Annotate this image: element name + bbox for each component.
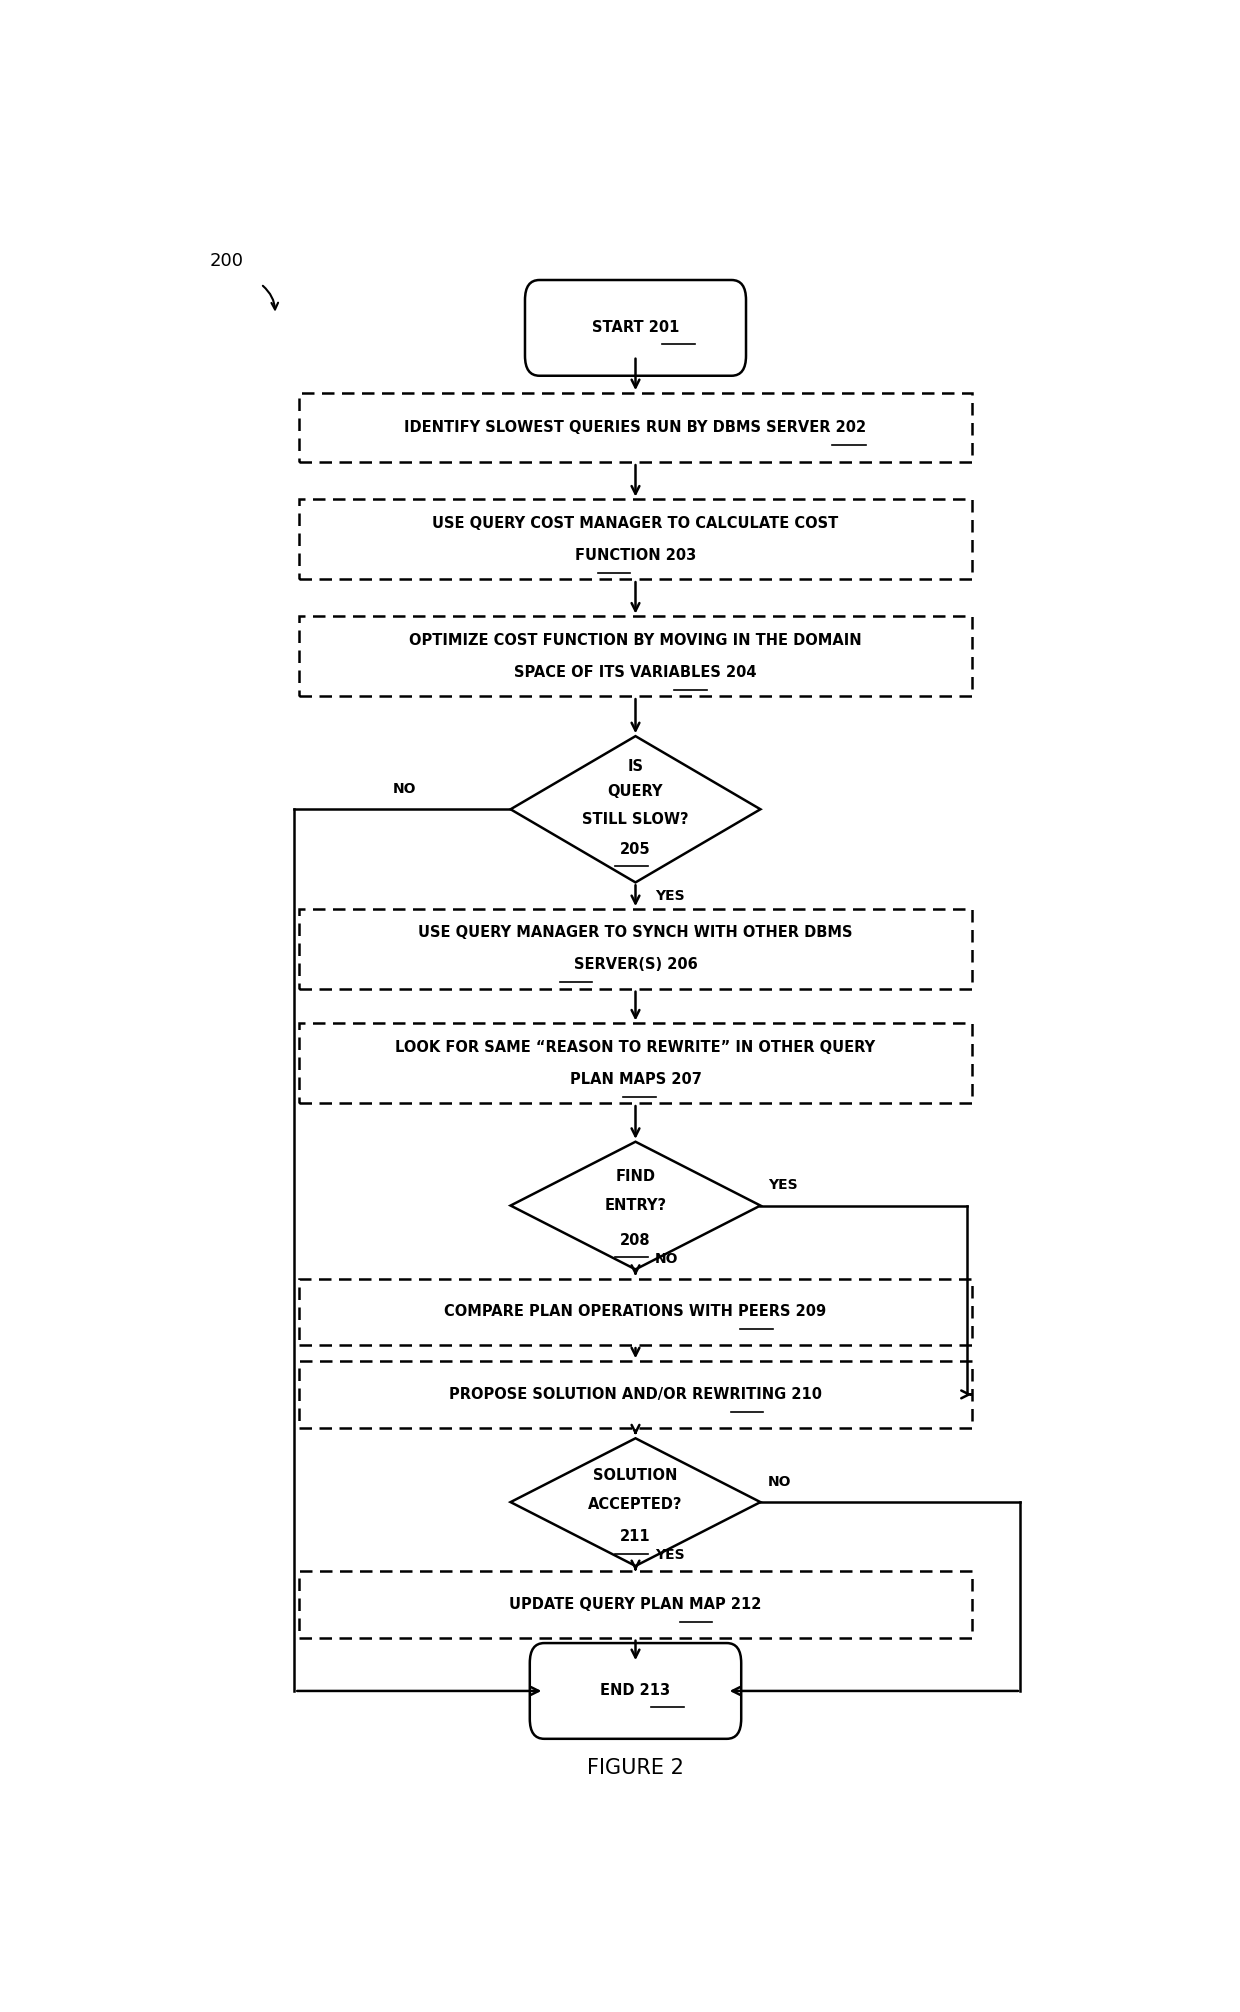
Text: COMPARE PLAN OPERATIONS WITH PEERS 209: COMPARE PLAN OPERATIONS WITH PEERS 209 [444,1304,827,1320]
Text: PROPOSE SOLUTION AND/OR REWRITING 210: PROPOSE SOLUTION AND/OR REWRITING 210 [449,1386,822,1402]
Text: FIND: FIND [615,1169,656,1183]
Text: UPDATE QUERY PLAN MAP 212: UPDATE QUERY PLAN MAP 212 [510,1598,761,1612]
Bar [299,909,972,988]
Text: ENTRY?: ENTRY? [604,1197,667,1213]
Bar [299,1024,972,1103]
Text: YES: YES [655,889,684,903]
Text: STILL SLOW?: STILL SLOW? [583,813,688,827]
Polygon shape [511,1141,760,1270]
Text: ACCEPTED?: ACCEPTED? [588,1497,683,1513]
Bar [299,616,972,696]
Bar [299,392,972,463]
Text: FIGURE 2: FIGURE 2 [587,1758,684,1779]
Text: YES: YES [768,1179,797,1193]
Text: END 213: END 213 [600,1684,671,1698]
Text: NO: NO [393,783,417,797]
Text: 200: 200 [210,252,244,270]
Text: 205: 205 [620,841,651,857]
Bar [299,1362,972,1429]
Polygon shape [511,1439,760,1565]
Bar [299,499,972,579]
FancyBboxPatch shape [529,1644,742,1738]
Text: LOOK FOR SAME “REASON TO REWRITE” IN OTHER QUERY: LOOK FOR SAME “REASON TO REWRITE” IN OTH… [396,1040,875,1054]
Text: USE QUERY MANAGER TO SYNCH WITH OTHER DBMS: USE QUERY MANAGER TO SYNCH WITH OTHER DB… [418,926,853,940]
Text: QUERY: QUERY [608,785,663,799]
Text: IS: IS [627,759,644,775]
Text: 208: 208 [620,1233,651,1247]
Text: SPACE OF ITS VARIABLES 204: SPACE OF ITS VARIABLES 204 [515,664,756,680]
Text: FUNCTION 203: FUNCTION 203 [575,547,696,563]
Text: START 201: START 201 [591,320,680,336]
Text: NO: NO [655,1251,678,1266]
Bar [299,1571,972,1638]
Text: USE QUERY COST MANAGER TO CALCULATE COST: USE QUERY COST MANAGER TO CALCULATE COST [433,515,838,531]
Text: YES: YES [655,1549,684,1561]
Text: OPTIMIZE COST FUNCTION BY MOVING IN THE DOMAIN: OPTIMIZE COST FUNCTION BY MOVING IN THE … [409,634,862,648]
Text: IDENTIFY SLOWEST QUERIES RUN BY DBMS SERVER 202: IDENTIFY SLOWEST QUERIES RUN BY DBMS SER… [404,421,867,435]
Text: SOLUTION: SOLUTION [593,1469,678,1483]
Text: SERVER(S) 206: SERVER(S) 206 [574,958,697,972]
Text: 211: 211 [620,1529,651,1543]
FancyBboxPatch shape [525,280,746,376]
Polygon shape [511,736,760,883]
Text: PLAN MAPS 207: PLAN MAPS 207 [569,1072,702,1086]
Bar [299,1280,972,1346]
Text: NO: NO [768,1475,791,1489]
